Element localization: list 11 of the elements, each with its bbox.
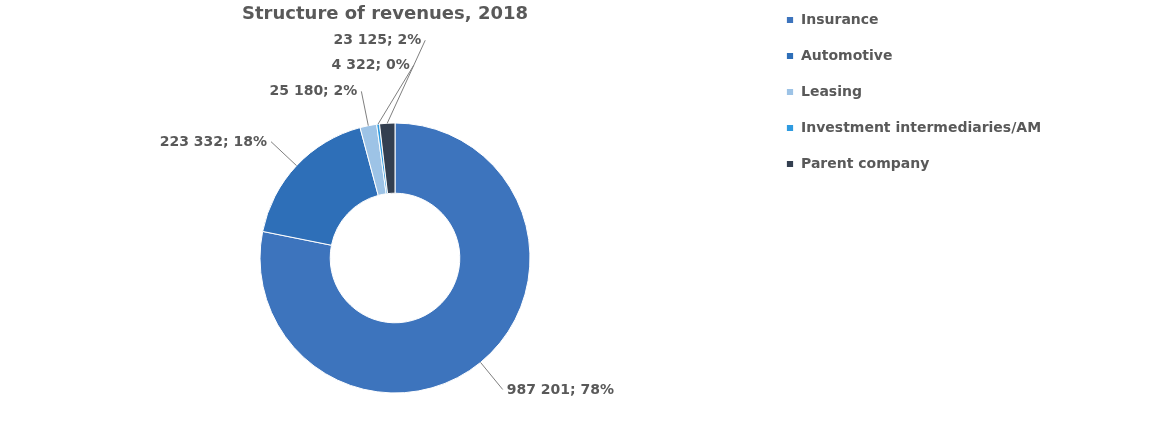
data-label: 223 332; 18% bbox=[159, 132, 268, 149]
data-label: 25 180; 2% bbox=[269, 82, 358, 99]
legend-label: Leasing bbox=[801, 83, 862, 99]
legend-label: Automotive bbox=[801, 47, 893, 63]
legend-label: Insurance bbox=[801, 11, 879, 27]
data-label: 987 201; 78% bbox=[506, 380, 615, 397]
legend-label: Investment intermediaries/AM bbox=[801, 119, 1042, 135]
legend-label: Parent company bbox=[801, 155, 930, 171]
chart-title: Structure of revenues, 2018 bbox=[242, 2, 528, 23]
data-label: 4 322; 0% bbox=[331, 56, 410, 73]
data-label: 23 125; 2% bbox=[333, 31, 422, 48]
